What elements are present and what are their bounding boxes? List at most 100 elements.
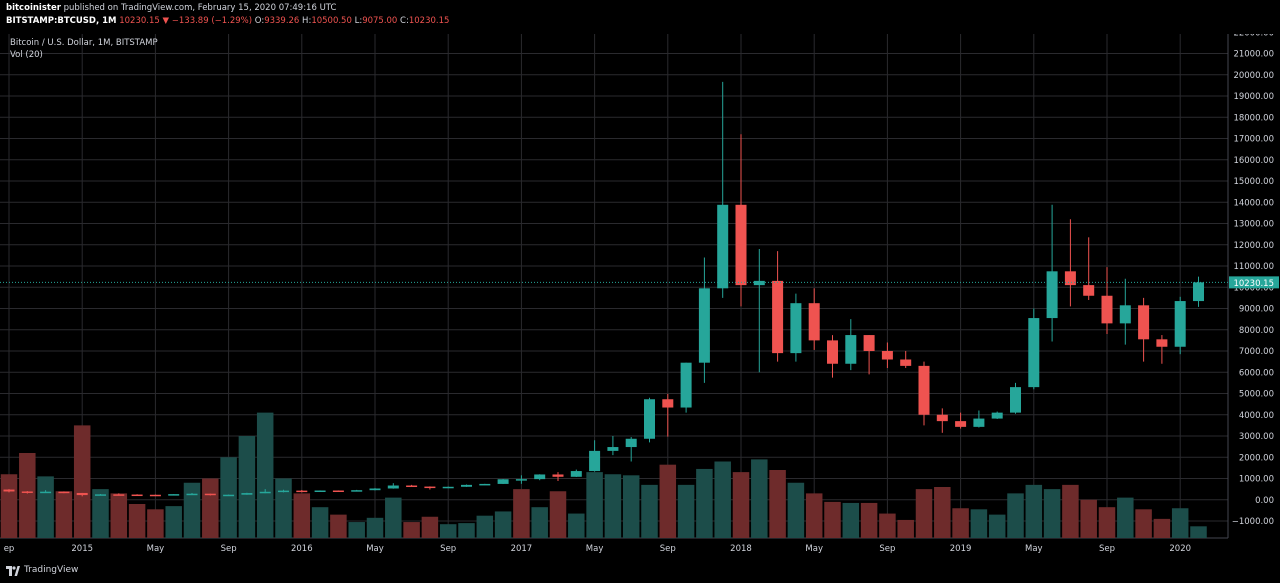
volume-bar [220, 457, 237, 538]
volume-bar [238, 436, 256, 538]
y-tick-label: 7000.00 [1239, 347, 1274, 357]
chart-legend: Bitcoin / U.S. Dollar, 1M, BITSTAMP Vol … [10, 38, 158, 62]
volume-bar [92, 489, 109, 538]
x-tick-label: 2020 [1169, 544, 1191, 554]
volume-bar [1080, 499, 1097, 538]
y-tick-label: 12000.00 [1233, 241, 1274, 251]
volume-bar [55, 491, 73, 538]
candle-body [515, 479, 527, 481]
x-tick-label: May [1025, 544, 1043, 554]
x-tick-label: May [805, 544, 823, 554]
volume-bar [275, 478, 292, 538]
x-tick-label: 2019 [950, 544, 972, 554]
volume-bar [421, 516, 439, 538]
volume-bar [330, 514, 347, 538]
y-tick-label: 0.00 [1255, 496, 1274, 506]
volume-bar [714, 461, 731, 538]
candle-body [223, 494, 235, 497]
volume-bar [732, 472, 750, 538]
y-tick-label: 14000.00 [1233, 198, 1274, 208]
ohlc-line: BITSTAMP:BTCUSD, 1M 10230.15 ▼ −133.89 (… [6, 16, 449, 26]
volume-bar [1007, 493, 1024, 538]
volume-bar [476, 515, 494, 538]
candle-body [387, 485, 399, 489]
volume-bar [677, 484, 695, 538]
volume-bar [165, 506, 182, 538]
x-tick-label: May [586, 544, 604, 554]
candle-body [863, 335, 875, 351]
series-title[interactable]: Bitcoin / U.S. Dollar, 1M, BITSTAMP [10, 38, 158, 48]
tradingview-brand[interactable]: TradingView [24, 565, 79, 575]
volume-bar [1153, 518, 1171, 538]
volume-bar [805, 493, 823, 538]
last-price-badge-label: 10230.15 [1233, 279, 1274, 289]
volume-bar [1062, 484, 1079, 538]
candle-body [40, 491, 52, 494]
candle-body [1028, 318, 1040, 388]
y-tick-label: 21000.00 [1233, 50, 1274, 60]
volume-bar [494, 511, 512, 538]
candle-body [95, 494, 106, 496]
candle-body [278, 490, 289, 493]
candle-body [1193, 282, 1204, 302]
candle-body [1101, 295, 1113, 324]
x-tick-label: 2015 [71, 544, 93, 554]
volume-bar [641, 484, 658, 538]
publish-info: published on TradingView.com, February 1… [63, 3, 337, 13]
last-price-badge [1229, 276, 1279, 289]
publisher-name[interactable]: bitcoinister [6, 3, 61, 13]
volume-bar [202, 478, 219, 538]
high-label: H: [302, 16, 312, 26]
volume-bar [952, 508, 969, 538]
candle-body [259, 491, 271, 494]
volume-bar [458, 523, 475, 538]
volume-bar [604, 474, 622, 538]
y-tick-label: 9000.00 [1239, 305, 1274, 315]
x-tick-label: 2017 [511, 544, 533, 554]
candle-body [168, 494, 180, 496]
y-tick-label: 6000.00 [1239, 368, 1274, 378]
candle-body [991, 412, 1003, 419]
volume-bar [568, 513, 585, 538]
volume-bar [751, 459, 768, 538]
low-label: L: [354, 16, 363, 26]
volume-bar [897, 519, 914, 538]
candle-body [772, 280, 784, 354]
y-tick-label: 11000.00 [1233, 262, 1274, 272]
price-change: −133.89 (−1.29%) [171, 16, 253, 26]
volume-bar [73, 425, 91, 538]
candle-body [76, 492, 88, 496]
y-tick-label: 13000.00 [1233, 220, 1274, 230]
x-tick-label: May [366, 544, 384, 554]
candle-body [1046, 271, 1058, 319]
volume-bar [293, 493, 311, 538]
volume-bar [915, 489, 933, 538]
symbol-label[interactable]: BITSTAMP:BTCUSD, 1M [6, 16, 117, 26]
x-tick-label: 2018 [730, 544, 752, 554]
candle-body [131, 494, 143, 497]
open-label: O: [254, 16, 265, 26]
volume-bar [531, 507, 548, 538]
open-value: 9339.26 [264, 16, 300, 26]
volume-bar [934, 487, 951, 538]
candle-body [790, 303, 802, 354]
candle-body [1064, 271, 1076, 286]
volume-bar [879, 513, 896, 538]
candle-body [698, 288, 710, 363]
candle-body [845, 335, 857, 364]
footer-bar: TradingView [0, 560, 1280, 583]
candle-body [1174, 301, 1186, 347]
volume-bar [860, 502, 878, 538]
volume-bar [385, 497, 402, 538]
candle-body [186, 493, 198, 496]
high-value: 10500.50 [311, 16, 352, 26]
candle-body [369, 488, 381, 491]
candle-body [241, 493, 253, 495]
last-price: 10230.15 [119, 16, 160, 26]
candle-body [534, 474, 546, 480]
candle-body [753, 280, 765, 286]
volume-bar [1190, 526, 1207, 538]
volume-indicator-label[interactable]: Vol (20) [10, 50, 43, 60]
candle-body [900, 359, 912, 366]
